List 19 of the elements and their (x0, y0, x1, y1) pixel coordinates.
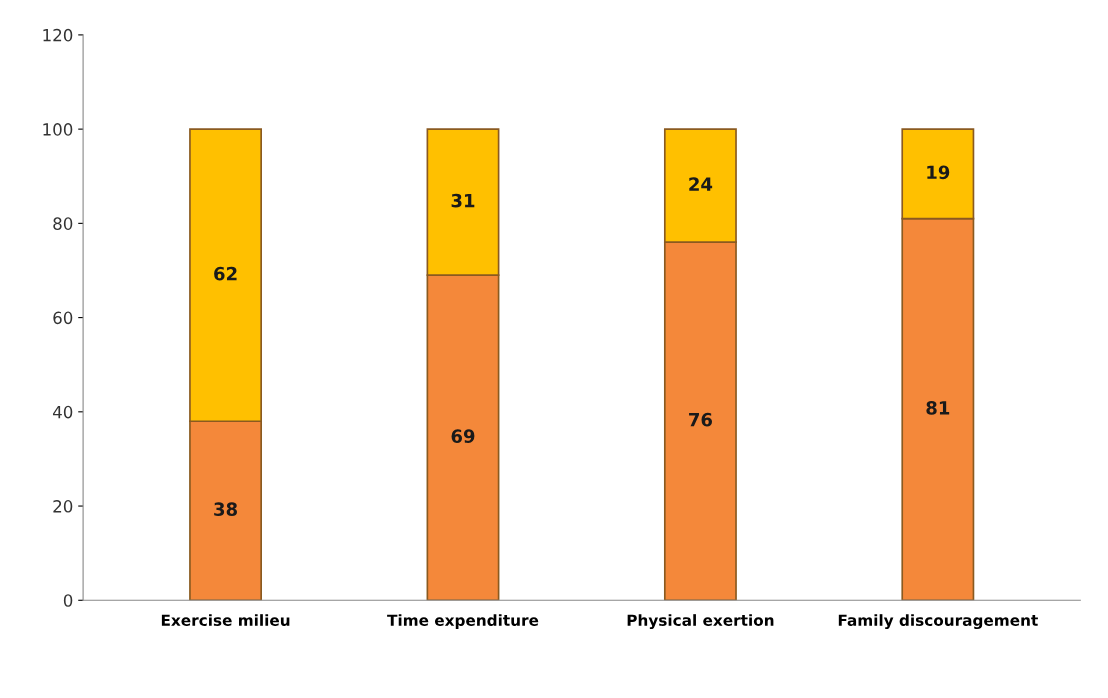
x-tick-label: Family discouragement (838, 614, 1038, 630)
data-label: 81 (926, 401, 950, 415)
data-label: 69 (451, 429, 475, 443)
x-tick-label: Physical exertion (627, 614, 774, 630)
y-tick-label: 0 (63, 594, 73, 607)
data-label: 62 (214, 266, 237, 281)
data-label: 38 (214, 502, 237, 516)
y-tick-label: 20 (53, 500, 73, 513)
data-label: 31 (451, 193, 475, 208)
y-tick-label: 60 (53, 311, 73, 325)
y-tick-label: 80 (53, 217, 73, 230)
y-tick-label: 100 (43, 123, 73, 136)
data-label: 24 (689, 177, 713, 191)
data-label: 76 (689, 412, 713, 427)
data-label: 19 (927, 165, 950, 180)
x-tick-label: Exercise milieu (161, 614, 290, 626)
y-tick-label: 40 (52, 405, 73, 419)
x-tick-label: Time expenditure (387, 614, 539, 629)
y-tick-label: 120 (43, 28, 73, 42)
